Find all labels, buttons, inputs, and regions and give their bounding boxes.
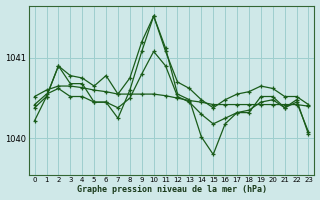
- X-axis label: Graphe pression niveau de la mer (hPa): Graphe pression niveau de la mer (hPa): [76, 185, 267, 194]
